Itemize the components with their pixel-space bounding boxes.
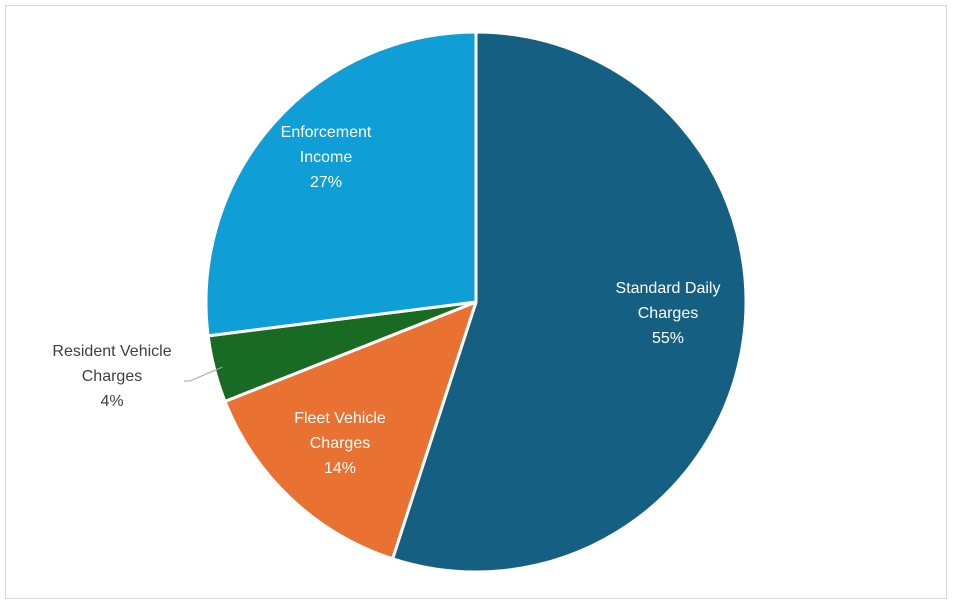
data-label-category: Fleet Vehicle (294, 410, 386, 427)
data-label-category: Charges (82, 368, 142, 385)
data-label-category: Standard Daily (616, 280, 721, 297)
data-label-category: Charges (310, 435, 370, 452)
data-label: Standard Daily Charges 55% (616, 280, 721, 347)
chart-frame (5, 5, 947, 599)
data-label: Resident Vehicle Charges 4% (52, 343, 171, 410)
data-label-category: Income (300, 149, 353, 166)
data-label-category: Enforcement (281, 124, 372, 141)
leader-line (184, 366, 223, 382)
data-label: Fleet Vehicle Charges 14% (294, 410, 386, 477)
data-label-percent: 55% (652, 330, 684, 347)
data-label-percent: 27% (310, 174, 342, 191)
data-label-percent: 4% (100, 393, 123, 410)
pie-slice (391, 30, 748, 574)
pie-slice (204, 30, 478, 338)
data-label: Enforcement Income 27% (281, 124, 372, 191)
data-label-percent: 14% (324, 460, 356, 477)
pie-slice (223, 300, 478, 561)
data-label-category: Charges (638, 305, 698, 322)
data-label-category: Resident Vehicle (52, 343, 171, 360)
